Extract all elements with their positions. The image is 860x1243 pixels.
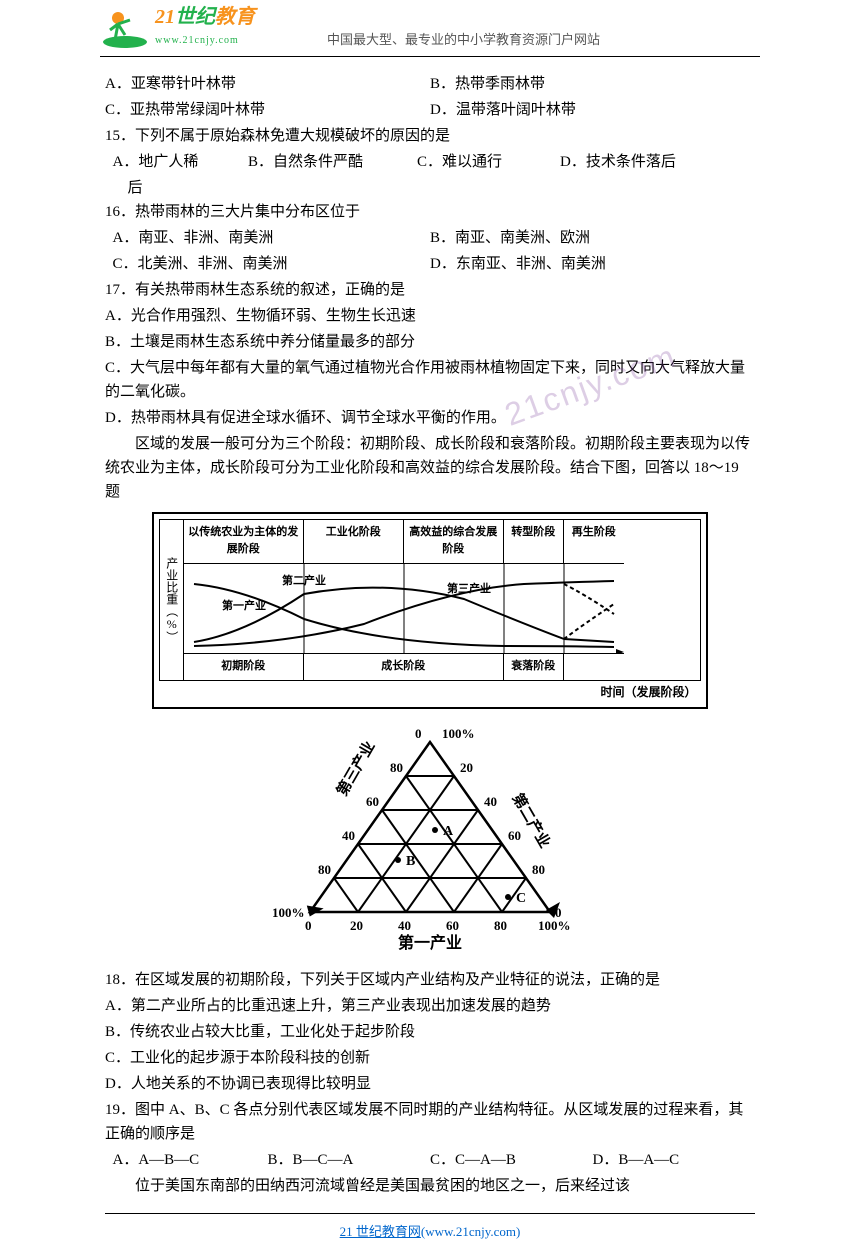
stage-top-4: 再生阶段	[564, 520, 624, 563]
q17-opt-b: B．土壤是雨林生态系统中养分储量最多的部分	[105, 330, 755, 354]
svg-text:60: 60	[508, 828, 521, 843]
stage-bottom-1: 成长阶段	[304, 654, 504, 680]
page-header: 21世纪教育 www.21cnjy.com 中国最大型、最专业的中小学教育资源门…	[100, 0, 760, 57]
q15-opt-a: A．地广人稀	[105, 150, 248, 174]
q18-opt-d: D．人地关系的不协调已表现得比较明显	[105, 1072, 755, 1096]
svg-text:B: B	[406, 854, 415, 869]
q19-options: A．A—B—C B．B—C—A C．C—A—B D．B—A—C	[105, 1148, 755, 1172]
svg-text:20: 20	[460, 760, 473, 775]
svg-text:80: 80	[318, 862, 331, 877]
q19-opt-b: B．B—C—A	[268, 1148, 431, 1172]
chart-top-stages: 以传统农业为主体的发展阶段 工业化阶段 高效益的综合发展阶段 转型阶段 再生阶段	[184, 520, 624, 564]
logo: 21世纪教育 www.21cnjy.com	[100, 0, 255, 50]
q19-text: 19．图中 A、B、C 各点分别代表区域发展不同时期的产业结构特征。从区域发展的…	[105, 1098, 755, 1146]
svg-text:100%: 100%	[538, 918, 571, 933]
line-chart: 产业比重（%） 以传统农业为主体的发展阶段 工业化阶段 高效益的综合发展阶段 转…	[152, 512, 709, 709]
q19-opt-a: A．A—B—C	[105, 1148, 268, 1172]
svg-text:第二产业: 第二产业	[282, 573, 326, 587]
logo-main-3: 教育	[215, 6, 255, 28]
stage-top-0: 以传统农业为主体的发展阶段	[184, 520, 304, 563]
svg-text:第三产业: 第三产业	[447, 581, 491, 595]
q15-opt-d: D．技术条件落后	[560, 150, 755, 174]
q14-opt-b: B．热带季雨林带	[430, 72, 755, 96]
passage-2: 位于美国东南部的田纳西河流域曾经是美国最贫困的地区之一，后来经过该	[105, 1174, 755, 1198]
q18-opt-c: C．工业化的起步源于本阶段科技的创新	[105, 1046, 755, 1070]
svg-text:100%: 100%	[442, 726, 475, 741]
q14-opt-c: C．亚热带常绿阔叶林带	[105, 98, 430, 122]
logo-main-2: 世纪	[175, 6, 215, 28]
q19-opt-d: D．B—A—C	[593, 1148, 756, 1172]
footer-text1[interactable]: 21 世纪教育网	[340, 1224, 421, 1239]
q15-opt-b: B．自然条件严酷	[248, 150, 417, 174]
q14-opt-a: A．亚寒带针叶林带	[105, 72, 430, 96]
q18-text: 18．在区域发展的初期阶段，下列关于区域内产业结构及产业特征的说法，正确的是	[105, 968, 755, 992]
svg-text:60: 60	[366, 794, 379, 809]
stage-bottom-0: 初期阶段	[184, 654, 304, 680]
q15-text: 15．下列不属于原始森林免遭大规模破坏的原因的是	[105, 124, 755, 148]
svg-text:40: 40	[484, 794, 497, 809]
q16-opt-b: B．南亚、南美洲、欧洲	[430, 226, 755, 250]
svg-text:40: 40	[398, 918, 411, 933]
svg-text:20: 20	[350, 918, 363, 933]
chart-bottom-stages: 初期阶段 成长阶段 衰落阶段	[184, 654, 624, 680]
logo-icon	[100, 0, 150, 50]
line-chart-container: 产业比重（%） 以传统农业为主体的发展阶段 工业化阶段 高效益的综合发展阶段 转…	[105, 512, 755, 709]
q15-opt-c: C．难以通行	[417, 150, 560, 174]
q17-opt-c: C．大气层中每年都有大量的氧气通过植物光合作用被雨林植物固定下来，同时又向大气释…	[105, 356, 755, 404]
q17-opt-d: D．热带雨林具有促进全球水循环、调节全球水平衡的作用。	[105, 406, 755, 430]
q14-opt-d: D．温带落叶阔叶林带	[430, 98, 755, 122]
svg-text:80: 80	[390, 760, 403, 775]
footer-text2[interactable]: (www.21cnjy.com)	[421, 1224, 520, 1239]
svg-text:0: 0	[415, 726, 422, 741]
logo-url: www.21cnjy.com	[155, 33, 255, 49]
svg-text:40: 40	[342, 828, 355, 843]
stage-top-3: 转型阶段	[504, 520, 564, 563]
svg-text:0: 0	[305, 918, 312, 933]
triangle-chart-container: A B C 0 100% 20 40 60 80 60 40 80 80 100…	[105, 717, 755, 960]
q15-options: A．地广人稀 B．自然条件严酷 C．难以通行 D．技术条件落后	[105, 150, 755, 174]
svg-text:80: 80	[532, 862, 545, 877]
q16-options-row2: C．北美洲、非洲、南美洲 D．东南亚、非洲、南美洲	[105, 252, 755, 276]
y-axis-label: 产业比重（%）	[160, 520, 184, 680]
q16-opt-c: C．北美洲、非洲、南美洲	[105, 252, 430, 276]
q18-opt-a: A．第二产业所占的比重迅速上升，第三产业表现出加速发展的趋势	[105, 994, 755, 1018]
q16-options-row1: A．南亚、非洲、南美洲 B．南亚、南美洲、欧洲	[105, 226, 755, 250]
passage-1: 区域的发展一般可分为三个阶段：初期阶段、成长阶段和衰落阶段。初期阶段主要表现为以…	[105, 432, 755, 504]
q19-opt-c: C．C—A—B	[430, 1148, 593, 1172]
chart-curves: 第一产业 第二产业 第三产业	[184, 564, 624, 654]
svg-text:第一产业: 第一产业	[398, 933, 462, 952]
svg-text:80: 80	[494, 918, 507, 933]
q17-text: 17．有关热带雨林生态系统的叙述，正确的是	[105, 278, 755, 302]
logo-main-1: 21	[155, 6, 175, 28]
q15-opt-d-cont: 后	[128, 176, 756, 200]
stage-top-2: 高效益的综合发展阶段	[404, 520, 504, 563]
q17-opt-a: A．光合作用强烈、生物循环弱、生物生长迅速	[105, 304, 755, 328]
q14-options-row1: A．亚寒带针叶林带 B．热带季雨林带	[105, 72, 755, 96]
svg-text:第三产业: 第三产业	[333, 738, 379, 799]
q14-options-row2: C．亚热带常绿阔叶林带 D．温带落叶阔叶林带	[105, 98, 755, 122]
q16-opt-d: D．东南亚、非洲、南美洲	[430, 252, 755, 276]
q16-opt-a: A．南亚、非洲、南美洲	[105, 226, 430, 250]
q16-text: 16．热带雨林的三大片集中分布区位于	[105, 200, 755, 224]
svg-text:60: 60	[446, 918, 459, 933]
stage-bottom-2: 衰落阶段	[504, 654, 564, 680]
svg-text:100%: 100%	[272, 905, 305, 920]
q18-opt-b: B．传统农业占较大比重，工业化处于起步阶段	[105, 1020, 755, 1044]
svg-text:C: C	[516, 891, 526, 906]
logo-text: 21世纪教育 www.21cnjy.com	[155, 1, 255, 49]
header-subtitle: 中国最大型、最专业的中小学教育资源门户网站	[327, 10, 600, 51]
content-body: A．亚寒带针叶林带 B．热带季雨林带 C．亚热带常绿阔叶林带 D．温带落叶阔叶林…	[0, 72, 860, 1198]
triangle-chart: A B C 0 100% 20 40 60 80 60 40 80 80 100…	[250, 722, 610, 952]
x-axis-label: 时间（发展阶段）	[159, 681, 702, 702]
svg-text:第一产业: 第一产业	[222, 598, 266, 612]
stage-top-1: 工业化阶段	[304, 520, 404, 563]
svg-text:A: A	[443, 824, 454, 839]
page-footer: 21 世纪教育网(www.21cnjy.com)	[105, 1213, 755, 1243]
